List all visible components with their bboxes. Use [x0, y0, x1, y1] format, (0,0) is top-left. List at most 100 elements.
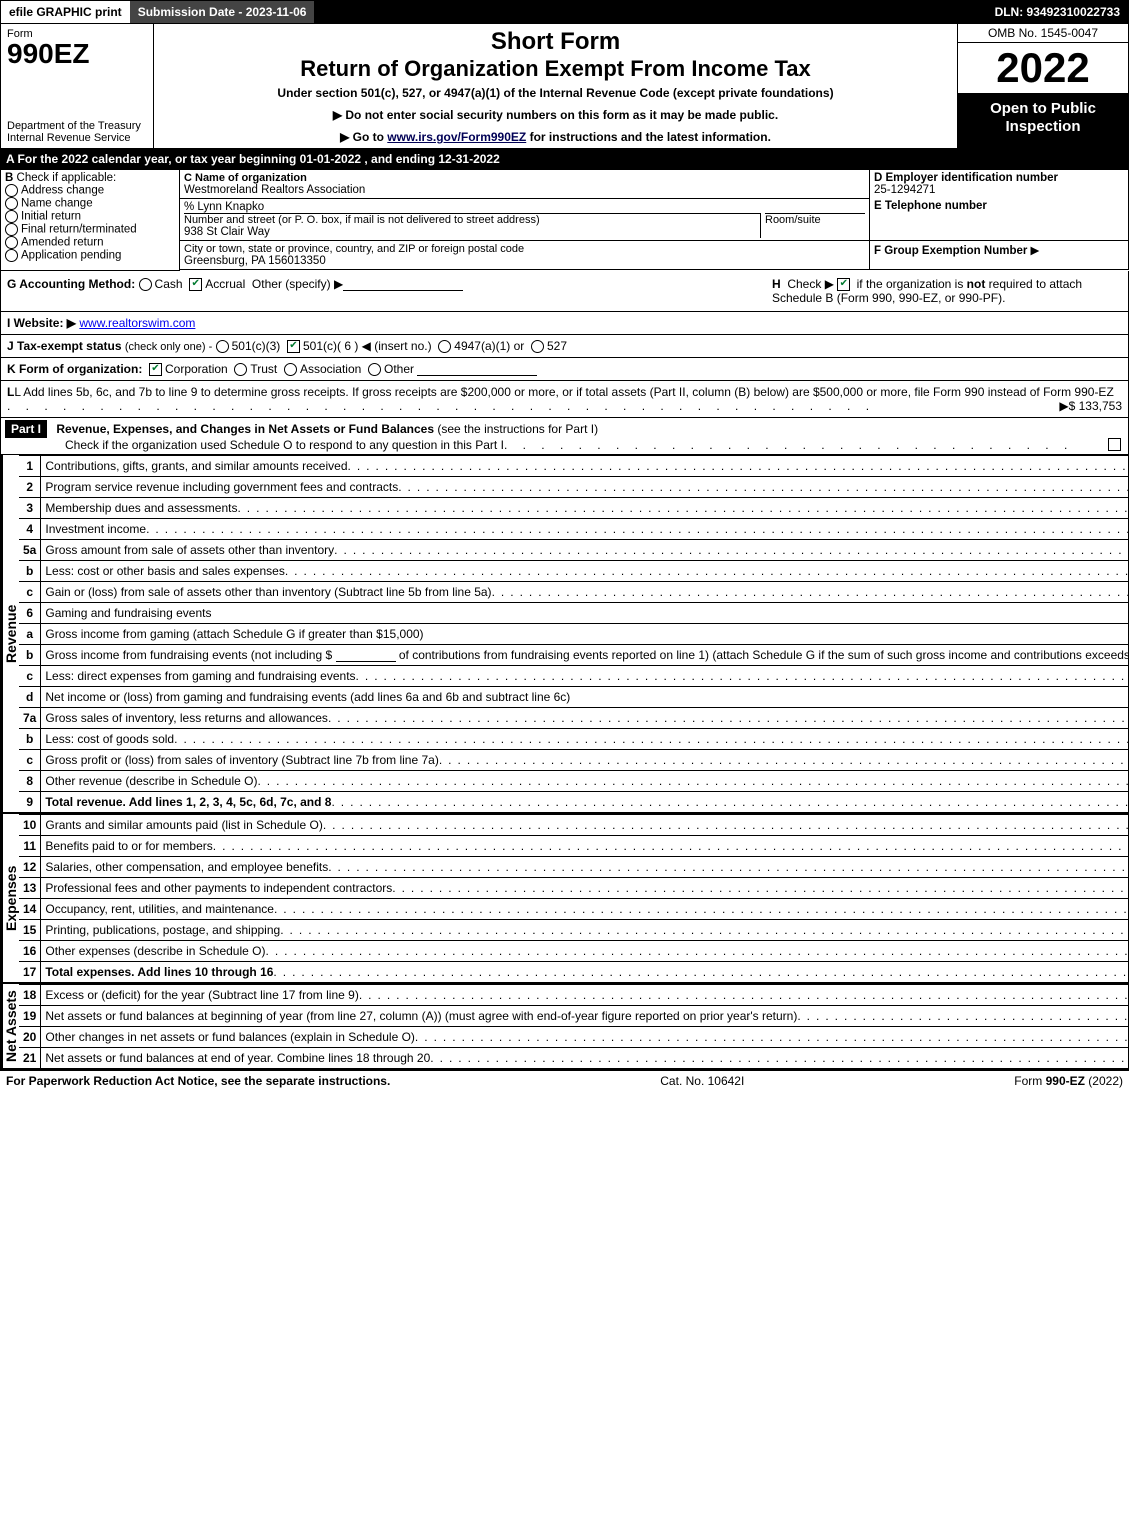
chk-final-return[interactable]: [5, 223, 18, 236]
chk-application-pending[interactable]: [5, 249, 18, 262]
row-21: 21 Net assets or fund balances at end of…: [19, 1048, 1129, 1069]
other-org-input[interactable]: [417, 363, 537, 376]
website-link[interactable]: www.realtorswim.com: [79, 316, 195, 330]
return-title: Return of Organization Exempt From Incom…: [164, 56, 947, 82]
footer: For Paperwork Reduction Act Notice, see …: [0, 1069, 1129, 1091]
desc-15: Printing, publications, postage, and shi…: [45, 923, 280, 937]
footer-mid: Cat. No. 10642I: [390, 1074, 1014, 1088]
submission-date: Submission Date - 2023-11-06: [130, 1, 315, 23]
desc-14: Occupancy, rent, utilities, and maintena…: [45, 902, 274, 916]
chk-501c[interactable]: [287, 340, 300, 353]
chk-accrual[interactable]: [189, 278, 202, 291]
f-value: ▶: [1031, 245, 1040, 257]
revenue-table: 1 Contributions, gifts, grants, and simi…: [19, 455, 1129, 812]
lbl-application-pending: Application pending: [21, 250, 121, 262]
desc-5c: Gain or (loss) from sale of assets other…: [45, 585, 491, 599]
instructions-link[interactable]: www.irs.gov/Form990EZ: [387, 130, 526, 144]
lbl-assoc: Association: [300, 362, 361, 376]
under-section: Under section 501(c), 527, or 4947(a)(1)…: [164, 86, 947, 100]
revenue-side-label: Revenue: [1, 455, 19, 812]
row-1: 1 Contributions, gifts, grants, and simi…: [19, 456, 1129, 477]
chk-other-org[interactable]: [368, 363, 381, 376]
row-7a: 7a Gross sales of inventory, less return…: [19, 708, 1129, 729]
ein-value: 25-1294271: [874, 184, 1124, 196]
chk-initial-return[interactable]: [5, 210, 18, 223]
org-name: Westmoreland Realtors Association: [184, 184, 865, 196]
top-bar: efile GRAPHIC print Submission Date - 20…: [0, 0, 1129, 24]
row-6d: d Net income or (loss) from gaming and f…: [19, 687, 1129, 708]
city-value: Greensburg, PA 156013350: [184, 255, 865, 267]
lineno-1: 1: [19, 456, 41, 477]
chk-assoc[interactable]: [284, 363, 297, 376]
other-method-input[interactable]: [343, 278, 463, 291]
h-not: not: [967, 277, 986, 291]
lbl-initial-return: Initial return: [21, 211, 81, 223]
chk-4947[interactable]: [438, 340, 451, 353]
room-label: Room/suite: [765, 213, 865, 226]
chk-name-change[interactable]: [5, 197, 18, 210]
footer-left: For Paperwork Reduction Act Notice, see …: [6, 1074, 390, 1088]
chk-501c3[interactable]: [216, 340, 229, 353]
lbl-final-return: Final return/terminated: [21, 224, 137, 236]
row-16: 16 Other expenses (describe in Schedule …: [19, 941, 1129, 962]
chk-h[interactable]: [837, 278, 850, 291]
chk-cash[interactable]: [139, 278, 152, 291]
desc-11: Benefits paid to or for members: [45, 839, 212, 853]
chk-amended-return[interactable]: [5, 236, 18, 249]
j-sub: (check only one) -: [125, 341, 212, 353]
lbl-trust: Trust: [250, 362, 277, 376]
row-7b: b Less: cost of goods sold 7b: [19, 729, 1129, 750]
row-5b: b Less: cost or other basis and sales ex…: [19, 561, 1129, 582]
street-label: Number and street (or P. O. box, if mail…: [184, 213, 760, 226]
row-2: 2 Program service revenue including gove…: [19, 477, 1129, 498]
k-label: K Form of organization:: [7, 362, 142, 376]
lbl-other-method: Other (specify) ▶: [252, 277, 343, 291]
part-i-band: Part I: [5, 420, 47, 438]
lbl-501c3: 501(c)(3): [232, 339, 281, 353]
part-i-suffix: (see the instructions for Part I): [437, 422, 598, 436]
note-goto: ▶ Go to www.irs.gov/Form990EZ for instru…: [164, 130, 947, 144]
l-amount: $ 133,753: [1069, 399, 1122, 413]
omb-number: OMB No. 1545-0047: [958, 24, 1128, 43]
desc-17: Total expenses. Add lines 10 through 16: [45, 965, 273, 979]
desc-19: Net assets or fund balances at beginning…: [45, 1009, 797, 1023]
note-goto-suffix: for instructions and the latest informat…: [526, 130, 771, 144]
lbl-cash: Cash: [155, 277, 183, 291]
row-6: 6 Gaming and fundraising events: [19, 603, 1129, 624]
desc-16: Other expenses (describe in Schedule O): [45, 944, 265, 958]
chk-address-change[interactable]: [5, 184, 18, 197]
row-14: 14 Occupancy, rent, utilities, and maint…: [19, 899, 1129, 920]
b-label: B: [5, 172, 13, 184]
row-9: 9 Total revenue. Add lines 1, 2, 3, 4, 5…: [19, 792, 1129, 813]
desc-5a: Gross amount from sale of assets other t…: [45, 543, 334, 557]
chk-part-i-scho[interactable]: [1108, 438, 1121, 451]
j-label: J Tax-exempt status: [7, 339, 122, 353]
desc-10: Grants and similar amounts paid (list in…: [45, 818, 322, 832]
chk-corp[interactable]: [149, 363, 162, 376]
c-label: C Name of organization: [184, 172, 865, 184]
lbl-address-change: Address change: [21, 185, 104, 197]
g-label: G Accounting Method:: [7, 277, 135, 291]
chk-trust[interactable]: [234, 363, 247, 376]
efile-print-button[interactable]: efile GRAPHIC print: [1, 1, 130, 23]
desc-6b-mid: of contributions from fundraising events…: [399, 648, 1129, 662]
desc-2: Program service revenue including govern…: [45, 480, 398, 494]
open-to-public: Open to Public Inspection: [958, 94, 1128, 148]
expenses-side-label: Expenses: [1, 814, 19, 982]
desc-1: Contributions, gifts, grants, and simila…: [45, 459, 347, 473]
chk-527[interactable]: [531, 340, 544, 353]
part-i-check: Check if the organization used Schedule …: [65, 438, 504, 452]
desc-6b-pre: Gross income from fundraising events (no…: [45, 648, 332, 662]
e-label: E Telephone number: [874, 200, 1124, 212]
lbl-accrual: Accrual: [205, 277, 245, 291]
lbl-corp: Corporation: [165, 362, 228, 376]
d-label: D Employer identification number: [874, 172, 1124, 184]
form-header: Form 990EZ Department of the Treasury In…: [0, 24, 1129, 149]
row-11: 11 Benefits paid to or for members 11: [19, 836, 1129, 857]
desc-8: Other revenue (describe in Schedule O): [45, 774, 257, 788]
note-goto-prefix: ▶ Go to: [340, 130, 387, 144]
h-check: Check ▶: [787, 277, 834, 291]
desc-7b: Less: cost of goods sold: [45, 732, 174, 746]
row-5c: c Gain or (loss) from sale of assets oth…: [19, 582, 1129, 603]
input-6b-amount[interactable]: [336, 649, 396, 662]
